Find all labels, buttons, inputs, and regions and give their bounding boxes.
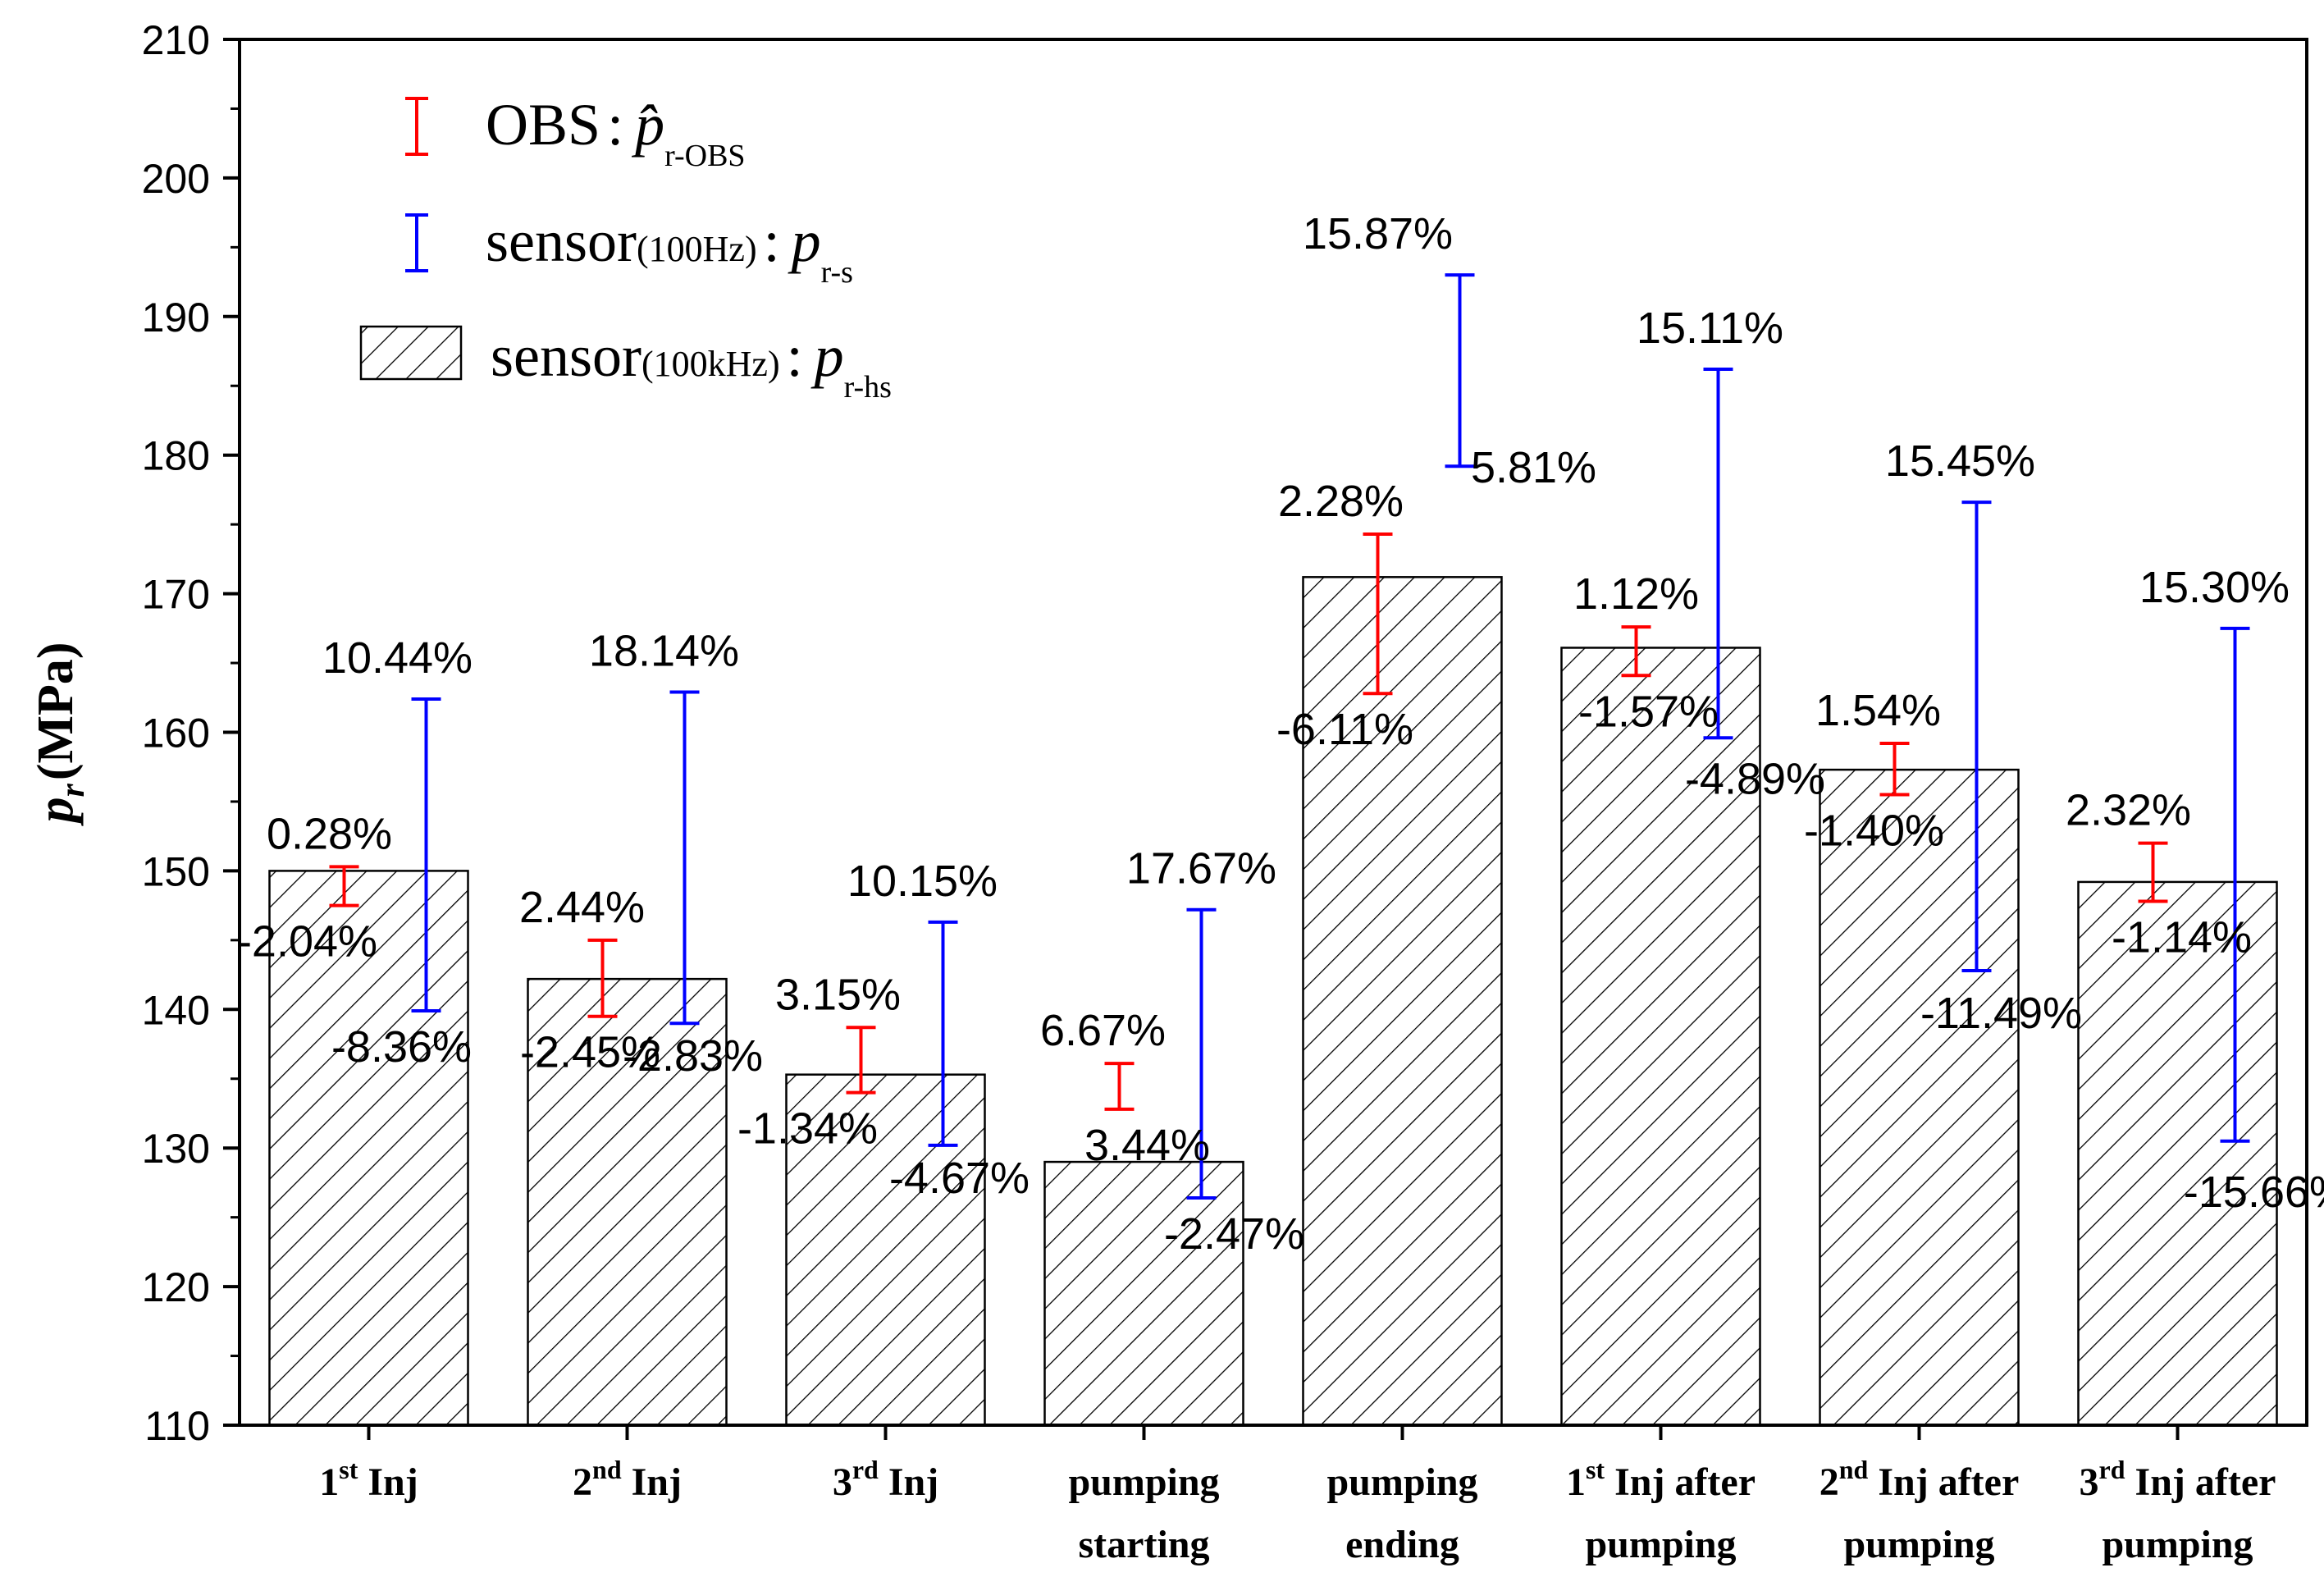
x-tick-label: pumping xyxy=(1326,1460,1477,1504)
s-lower-label-5: 5.81% xyxy=(1471,443,1596,492)
s-lower-label-6: -4.89% xyxy=(1685,754,1825,803)
s-error-bar-8 xyxy=(2220,626,2250,1143)
s-error-bar-5 xyxy=(1445,273,1475,468)
y-tick-label: 160 xyxy=(142,711,210,756)
obs-error-bar-4 xyxy=(1104,1062,1135,1111)
x-tick-label-line2: pumping xyxy=(1843,1523,1994,1566)
bar-hs-2 xyxy=(527,977,728,1427)
x-tick-label: 2nd Inj xyxy=(573,1455,682,1504)
x-tick-label: 3rd Inj xyxy=(833,1455,938,1504)
obs-error-bar-6 xyxy=(1621,625,1651,678)
obs-upper-label-8: 2.32% xyxy=(2066,786,2191,835)
s-error-bar-1 xyxy=(411,697,441,1012)
obs-upper-label-3: 3.15% xyxy=(775,970,901,1019)
y-tick-label: 150 xyxy=(142,848,210,894)
s-upper-label-1: 10.44% xyxy=(322,633,473,683)
y-tick-label: 130 xyxy=(142,1126,210,1172)
y-tick-label: 210 xyxy=(142,17,210,63)
s-upper-label-6: 15.11% xyxy=(1637,304,1783,353)
x-tick-label-line2: pumping xyxy=(2102,1523,2253,1566)
obs-error-bar-7 xyxy=(1879,742,1910,797)
obs-error-bar-8 xyxy=(2138,841,2168,903)
s-upper-label-7: 15.45% xyxy=(1885,436,2035,486)
legend-item-obs: OBS: p̂r-OBS xyxy=(405,92,746,173)
obs-lower-label-6: -1.57% xyxy=(1578,687,1719,736)
x-tick-label-line2: starting xyxy=(1079,1523,1210,1566)
obs-error-bar-5 xyxy=(1363,532,1393,696)
s-error-bar-4 xyxy=(1186,907,1217,1200)
obs-error-bar-2 xyxy=(587,938,618,1018)
bar-hs-6 xyxy=(1560,647,1761,1427)
y-tick-label: 120 xyxy=(142,1264,210,1310)
obs-upper-label-7: 1.54% xyxy=(1815,686,1941,735)
legend-label-s: sensor(100Hz): pr-s xyxy=(486,208,853,290)
s-lower-label-4: -2.47% xyxy=(1164,1209,1304,1259)
legend-item-s: sensor(100Hz): pr-s xyxy=(405,208,853,290)
s-error-bar-2 xyxy=(669,690,700,1026)
x-tick-label: 2nd Inj after xyxy=(1819,1455,2020,1504)
s-error-bar-6 xyxy=(1703,367,1733,740)
s-error-bar-7 xyxy=(1961,500,1992,973)
bar-hs-7 xyxy=(1819,768,2020,1427)
obs-error-bar-1 xyxy=(329,865,359,907)
obs-upper-label-2: 2.44% xyxy=(519,883,645,932)
s-upper-label-5: 15.87% xyxy=(1303,209,1453,258)
x-tick-label: 3rd Inj after xyxy=(2080,1455,2276,1504)
x-tick-label: pumping xyxy=(1068,1460,1219,1504)
obs-lower-label-8: -1.14% xyxy=(2112,913,2252,962)
obs-lower-label-3: -1.34% xyxy=(737,1104,878,1154)
legend-label-hs: sensor(100kHz): pr-hs xyxy=(491,323,892,404)
y-tick-label: 170 xyxy=(142,572,210,618)
y-tick-label: 110 xyxy=(144,1403,210,1449)
bar-hs-5 xyxy=(1302,576,1503,1427)
s-upper-label-8: 15.30% xyxy=(2139,563,2290,612)
obs-upper-label-4: 6.67% xyxy=(1040,1006,1166,1055)
x-tick-label: 1st Inj after xyxy=(1566,1455,1756,1504)
s-upper-label-2: 18.14% xyxy=(589,627,739,676)
legend-item-hs: sensor(100kHz): pr-hs xyxy=(359,323,892,404)
s-lower-label-8: -15.66% xyxy=(2184,1168,2324,1217)
obs-upper-label-5: 2.28% xyxy=(1278,477,1404,526)
s-upper-label-4: 17.67% xyxy=(1126,844,1276,894)
bar-hs-1 xyxy=(268,870,469,1427)
x-tick-label: 1st Inj xyxy=(319,1455,418,1504)
bar-hs-8 xyxy=(2077,880,2278,1427)
x-tick-label-line2: ending xyxy=(1345,1523,1459,1566)
obs-lower-label-2: -2.45% xyxy=(520,1028,660,1077)
s-lower-label-3: -4.67% xyxy=(889,1154,1030,1203)
s-upper-label-3: 10.15% xyxy=(847,857,998,906)
y-tick-label: 180 xyxy=(142,433,210,479)
obs-lower-label-1: -2.04% xyxy=(237,917,377,967)
obs-lower-label-7: -1.40% xyxy=(1804,807,1944,856)
x-tick-label-line2: pumping xyxy=(1585,1523,1736,1566)
legend-swatch-hatch xyxy=(359,325,463,381)
obs-lower-label-4: 3.44% xyxy=(1084,1121,1210,1170)
obs-lower-label-5: -6.11% xyxy=(1276,705,1413,754)
s-lower-label-7: -11.49% xyxy=(1920,989,2082,1038)
s-lower-label-2: -2.83% xyxy=(623,1031,763,1081)
bar-hs-3 xyxy=(785,1073,986,1427)
y-tick-label: 190 xyxy=(142,295,210,341)
obs-upper-label-1: 0.28% xyxy=(267,809,392,858)
obs-error-bar-3 xyxy=(846,1026,876,1095)
s-lower-label-1: -8.36% xyxy=(331,1022,472,1072)
y-axis-title: pr(MPa) xyxy=(28,642,92,826)
obs-upper-label-6: 1.12% xyxy=(1573,569,1699,619)
bar-hs-4 xyxy=(1043,1160,1244,1427)
y-tick-label: 200 xyxy=(142,156,210,202)
legend-label-obs: OBS: p̂r-OBS xyxy=(486,92,746,173)
s-error-bar-3 xyxy=(928,920,958,1147)
y-tick-label: 140 xyxy=(142,987,210,1033)
